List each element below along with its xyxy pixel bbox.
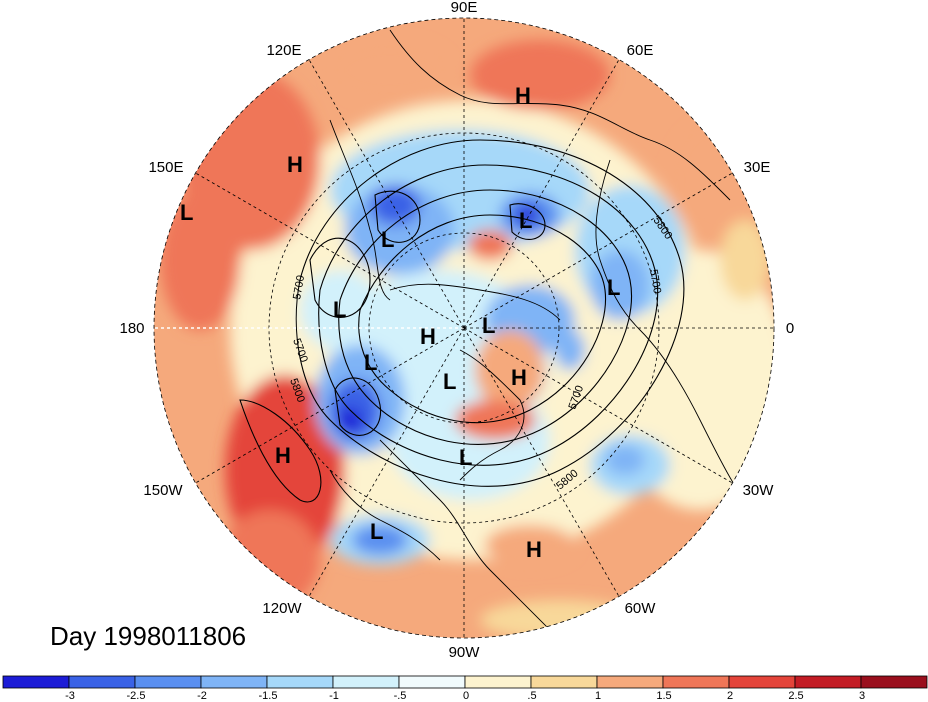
colorbar-boxes (2, 675, 928, 689)
colorbar-tick-label: .5 (527, 690, 536, 702)
colorbar-box (2, 675, 70, 689)
contour-label: 5700 (647, 268, 663, 294)
lon-label: 150E (148, 159, 183, 176)
pressure-center: L (443, 369, 456, 394)
pressure-center: H (511, 365, 527, 390)
lon-label: 120E (266, 42, 301, 59)
lon-label: 120W (262, 600, 302, 617)
pressure-center: L (180, 200, 193, 225)
colorbar-tick-label: 3 (859, 690, 865, 702)
lon-label: 150W (143, 482, 183, 499)
pressure-center: H (526, 537, 542, 562)
pressure-center: L (333, 297, 346, 322)
height-contours (239, 139, 685, 503)
colorbar-tick-label: 2.5 (788, 690, 803, 702)
lon-label: 90W (449, 644, 481, 661)
colorbar-box (860, 675, 928, 689)
colorbar-tick-label: -3 (65, 690, 75, 702)
pressure-center: L (370, 519, 383, 544)
pressure-centers: H H L L L L L H L L L H L H L H (180, 83, 620, 562)
colorbar-tick-label: -2.5 (127, 690, 146, 702)
colorbar: -3 -2.5 -2 -1.5 -1 -.5 0 .5 1 1.5 2 2.5 … (2, 675, 928, 702)
colorbar-tick-label: -.5 (394, 690, 407, 702)
lon-label: 30E (744, 159, 771, 176)
coastlines (329, 29, 761, 638)
colorbar-box (464, 675, 532, 689)
pressure-center: H (420, 324, 436, 349)
lon-label: 60E (627, 42, 654, 59)
lon-label: 180 (119, 320, 144, 337)
colorbar-tick-label: 1 (595, 690, 601, 702)
colorbar-box (794, 675, 862, 689)
colorbar-tick-label: 2 (727, 690, 733, 702)
colorbar-box (266, 675, 334, 689)
colorbar-tick-label: 1.5 (656, 690, 671, 702)
pressure-center: H (287, 152, 303, 177)
lon-label: 90E (451, 0, 478, 16)
lon-label: 30W (743, 482, 775, 499)
colorbar-box (134, 675, 202, 689)
pressure-center: L (459, 445, 472, 470)
pressure-center: L (607, 275, 620, 300)
colorbar-tick-label: -1 (329, 690, 339, 702)
pressure-center: L (519, 208, 532, 233)
colorbar-labels: -3 -2.5 -2 -1.5 -1 -.5 0 .5 1 1.5 2 2.5 … (65, 690, 865, 702)
colorbar-box (200, 675, 268, 689)
lon-label: 60W (625, 600, 657, 617)
colorbar-box (530, 675, 598, 689)
pressure-center: H (275, 443, 291, 468)
pressure-center: L (482, 313, 495, 338)
longitude-labels: 90E 60E 30E 0 30W 60W 90W 120W 150W 180 … (119, 0, 794, 661)
map-date-label: Day 1998011806 (50, 621, 246, 651)
colorbar-box (68, 675, 136, 689)
colorbar-box (332, 675, 400, 689)
colorbar-box (398, 675, 466, 689)
pressure-center: H (515, 83, 531, 108)
colorbar-box (662, 675, 730, 689)
colorbar-box (596, 675, 664, 689)
pressure-center: L (381, 227, 394, 252)
colorbar-tick-label: -1.5 (259, 690, 278, 702)
colorbar-tick-label: -2 (197, 690, 207, 702)
lon-label: 0 (786, 320, 794, 337)
colorbar-tick-label: 0 (463, 690, 469, 702)
pressure-center: L (364, 350, 377, 375)
graticule (153, 17, 775, 639)
contour-label: 5700 (291, 274, 307, 300)
colorbar-box (728, 675, 796, 689)
